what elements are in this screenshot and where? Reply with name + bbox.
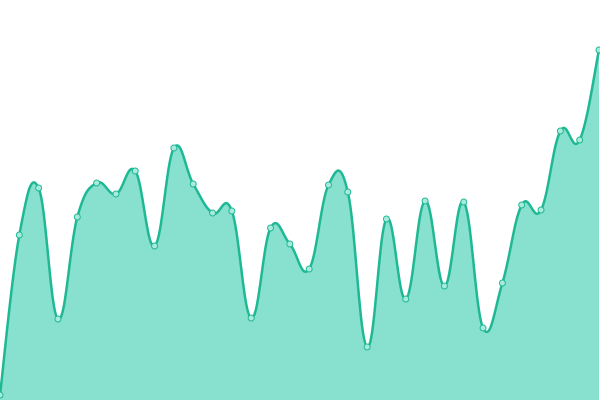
data-point bbox=[228, 207, 236, 215]
data-point bbox=[363, 343, 371, 351]
data-point bbox=[170, 144, 178, 152]
data-point bbox=[93, 179, 101, 187]
data-point bbox=[344, 188, 352, 196]
data-point bbox=[305, 265, 313, 273]
data-point bbox=[35, 184, 43, 192]
data-point bbox=[15, 231, 23, 239]
data-point bbox=[460, 198, 468, 206]
data-point bbox=[247, 314, 255, 322]
area-fill bbox=[0, 50, 599, 400]
data-point bbox=[151, 242, 159, 250]
data-point bbox=[73, 213, 81, 221]
data-point bbox=[54, 315, 62, 323]
data-point bbox=[576, 136, 584, 144]
data-point bbox=[518, 201, 526, 209]
data-point bbox=[498, 279, 506, 287]
data-point bbox=[440, 282, 448, 290]
data-point bbox=[209, 209, 217, 217]
data-point bbox=[189, 180, 197, 188]
data-point bbox=[556, 127, 564, 135]
data-point bbox=[537, 206, 545, 214]
data-point bbox=[286, 240, 294, 248]
data-point bbox=[267, 224, 275, 232]
data-point bbox=[421, 197, 429, 205]
data-point bbox=[595, 46, 600, 54]
data-point bbox=[131, 167, 139, 175]
data-point bbox=[112, 190, 120, 198]
data-point bbox=[0, 391, 4, 399]
data-point bbox=[479, 324, 487, 332]
data-point bbox=[382, 215, 390, 223]
data-point bbox=[402, 295, 410, 303]
data-point bbox=[324, 181, 332, 189]
